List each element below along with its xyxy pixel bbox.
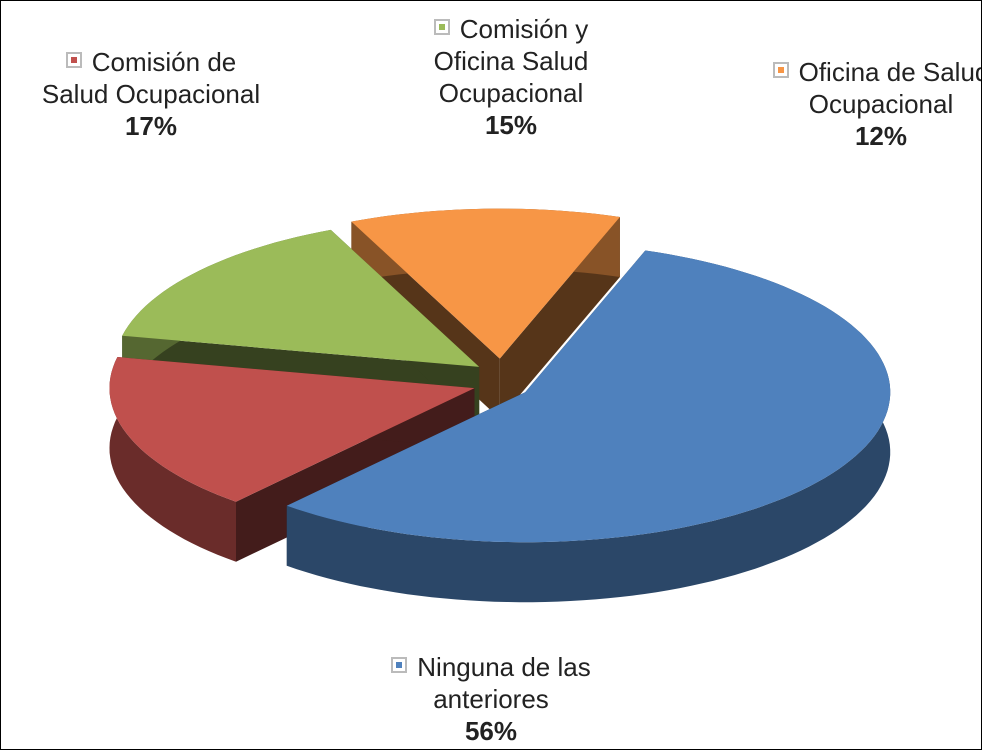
data-label: Comisión y Oficina Salud Ocupacional 15% <box>391 13 631 141</box>
legend-key <box>391 657 408 673</box>
category-label: Comisión y Oficina Salud Ocupacional <box>433 14 589 108</box>
value-label: 15% <box>484 110 538 140</box>
slice <box>351 208 620 359</box>
value-label: 12% <box>854 121 908 151</box>
legend-key <box>433 19 450 35</box>
legend-key <box>772 62 789 78</box>
data-label: Oficina de Salud Ocupacional 12% <box>761 56 982 152</box>
slice <box>286 250 891 543</box>
category-label: Comisión de Salud Ocupacional <box>41 47 261 109</box>
category-label: Oficina de Salud Ocupacional <box>798 57 982 119</box>
slice-wall <box>109 357 236 562</box>
slice-wall <box>286 250 891 603</box>
data-label: Comisión de Salud Ocupacional 17% <box>31 46 271 142</box>
slice <box>122 229 480 367</box>
value-label: 17% <box>124 111 178 141</box>
data-label: Ninguna de las anteriores 56% <box>371 651 611 747</box>
legend-key <box>65 52 82 68</box>
value-label: 56% <box>464 716 518 746</box>
category-label: Ninguna de las anteriores <box>417 652 591 714</box>
slice <box>109 357 475 502</box>
